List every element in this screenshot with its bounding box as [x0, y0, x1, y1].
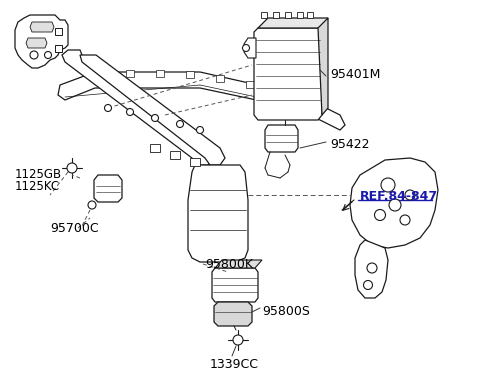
Circle shape: [389, 199, 401, 211]
Circle shape: [233, 335, 243, 345]
Text: 1339CC: 1339CC: [210, 358, 259, 371]
Circle shape: [88, 201, 96, 209]
Text: 1125GB: 1125GB: [15, 168, 62, 181]
Circle shape: [374, 210, 385, 221]
Circle shape: [367, 263, 377, 273]
Polygon shape: [62, 50, 212, 165]
Polygon shape: [188, 165, 248, 262]
Circle shape: [242, 44, 250, 52]
Circle shape: [177, 121, 183, 127]
Polygon shape: [55, 28, 62, 35]
Text: 95800S: 95800S: [262, 305, 310, 318]
Circle shape: [67, 163, 77, 173]
Circle shape: [400, 215, 410, 225]
Polygon shape: [94, 175, 122, 202]
Circle shape: [196, 127, 204, 133]
Polygon shape: [96, 70, 104, 77]
Polygon shape: [216, 75, 224, 82]
Polygon shape: [190, 158, 200, 166]
Polygon shape: [212, 268, 258, 302]
Polygon shape: [254, 28, 322, 120]
Polygon shape: [58, 72, 345, 130]
Polygon shape: [156, 70, 164, 77]
Polygon shape: [215, 260, 262, 268]
Polygon shape: [350, 158, 438, 248]
Circle shape: [381, 178, 395, 192]
Text: 95422: 95422: [330, 138, 370, 151]
Text: REF.84-847: REF.84-847: [360, 190, 438, 203]
Polygon shape: [26, 38, 47, 48]
Text: 95401M: 95401M: [330, 68, 380, 81]
Polygon shape: [285, 12, 291, 18]
Polygon shape: [318, 18, 328, 115]
Polygon shape: [80, 55, 225, 165]
Polygon shape: [170, 151, 180, 159]
Circle shape: [405, 190, 415, 200]
Circle shape: [127, 109, 133, 115]
Polygon shape: [265, 125, 298, 152]
Circle shape: [30, 51, 38, 59]
Polygon shape: [307, 12, 313, 18]
Polygon shape: [273, 12, 279, 18]
Polygon shape: [150, 144, 160, 152]
Circle shape: [45, 52, 51, 58]
Polygon shape: [261, 12, 267, 18]
Circle shape: [105, 104, 111, 112]
Circle shape: [363, 280, 372, 290]
Polygon shape: [15, 15, 68, 68]
Polygon shape: [281, 89, 289, 96]
Text: 95800K: 95800K: [205, 258, 253, 271]
Polygon shape: [214, 302, 252, 326]
Polygon shape: [246, 81, 254, 88]
Polygon shape: [186, 71, 194, 78]
Polygon shape: [55, 45, 62, 52]
Circle shape: [152, 115, 158, 121]
Text: 95700C: 95700C: [50, 222, 98, 235]
Polygon shape: [244, 38, 256, 58]
Polygon shape: [30, 22, 54, 32]
Polygon shape: [355, 240, 388, 298]
Polygon shape: [297, 12, 303, 18]
Polygon shape: [126, 70, 134, 77]
Text: 1125KC: 1125KC: [15, 180, 60, 193]
Polygon shape: [258, 18, 328, 28]
